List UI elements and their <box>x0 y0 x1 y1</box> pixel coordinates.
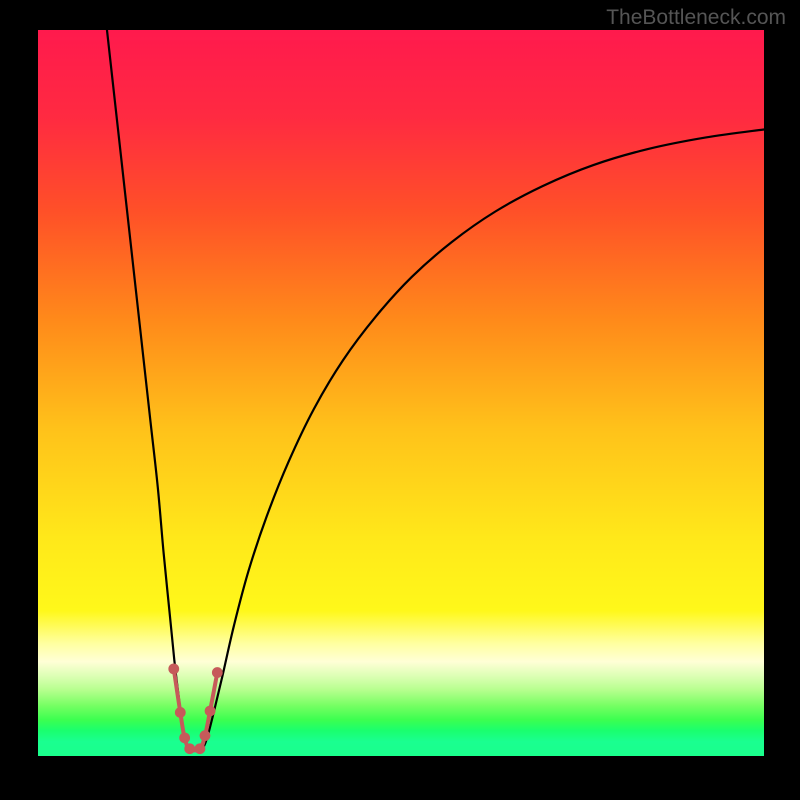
marker-dot <box>184 743 195 754</box>
marker-dot <box>175 707 186 718</box>
chart-plot-area <box>38 30 764 756</box>
chart-svg <box>38 30 764 756</box>
marker-dot <box>179 732 190 743</box>
marker-dot <box>212 667 223 678</box>
marker-dot <box>194 743 205 754</box>
marker-dot <box>205 706 216 717</box>
watermark-text: TheBottleneck.com <box>606 6 786 30</box>
marker-dot <box>200 730 211 741</box>
marker-dot <box>168 663 179 674</box>
